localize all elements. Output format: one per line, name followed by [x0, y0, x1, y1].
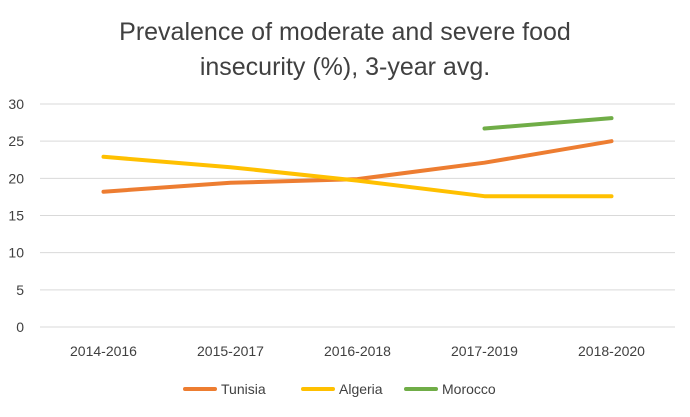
series-line-algeria	[101, 154, 614, 199]
y-tick-label: 10	[8, 245, 24, 261]
y-tick-label: 5	[16, 282, 24, 298]
series-line-morocco	[482, 116, 614, 131]
y-tick-label: 30	[8, 96, 24, 112]
x-tick-label: 2017-2019	[451, 343, 518, 359]
y-tick-label: 0	[16, 319, 24, 335]
gridlines	[40, 103, 675, 328]
x-tick-label: 2015-2017	[197, 343, 264, 359]
chart-title-line-2: insecurity (%), 3-year avg.	[200, 53, 490, 81]
legend: Tunisia Algeria Morocco	[183, 381, 496, 397]
y-axis-ticks: 0 5 10 15 20 25 30	[8, 96, 24, 335]
legend-label-morocco: Morocco	[442, 381, 496, 397]
y-tick-label: 20	[8, 170, 24, 186]
chart-title-line-1: Prevalence of moderate and severe food	[119, 18, 571, 46]
x-axis-ticks: 2014-2016 2015-2017 2016-2018 2017-2019 2018…	[70, 343, 645, 359]
legend-label-tunisia: Tunisia	[221, 381, 266, 397]
series-lines	[101, 116, 614, 199]
x-tick-label: 2014-2016	[70, 343, 137, 359]
y-tick-label: 25	[8, 133, 24, 149]
y-tick-label: 15	[8, 208, 24, 224]
legend-label-algeria: Algeria	[339, 381, 383, 397]
x-tick-label: 2018-2020	[578, 343, 645, 359]
x-tick-label: 2016-2018	[324, 343, 391, 359]
series-line-tunisia	[101, 139, 614, 194]
